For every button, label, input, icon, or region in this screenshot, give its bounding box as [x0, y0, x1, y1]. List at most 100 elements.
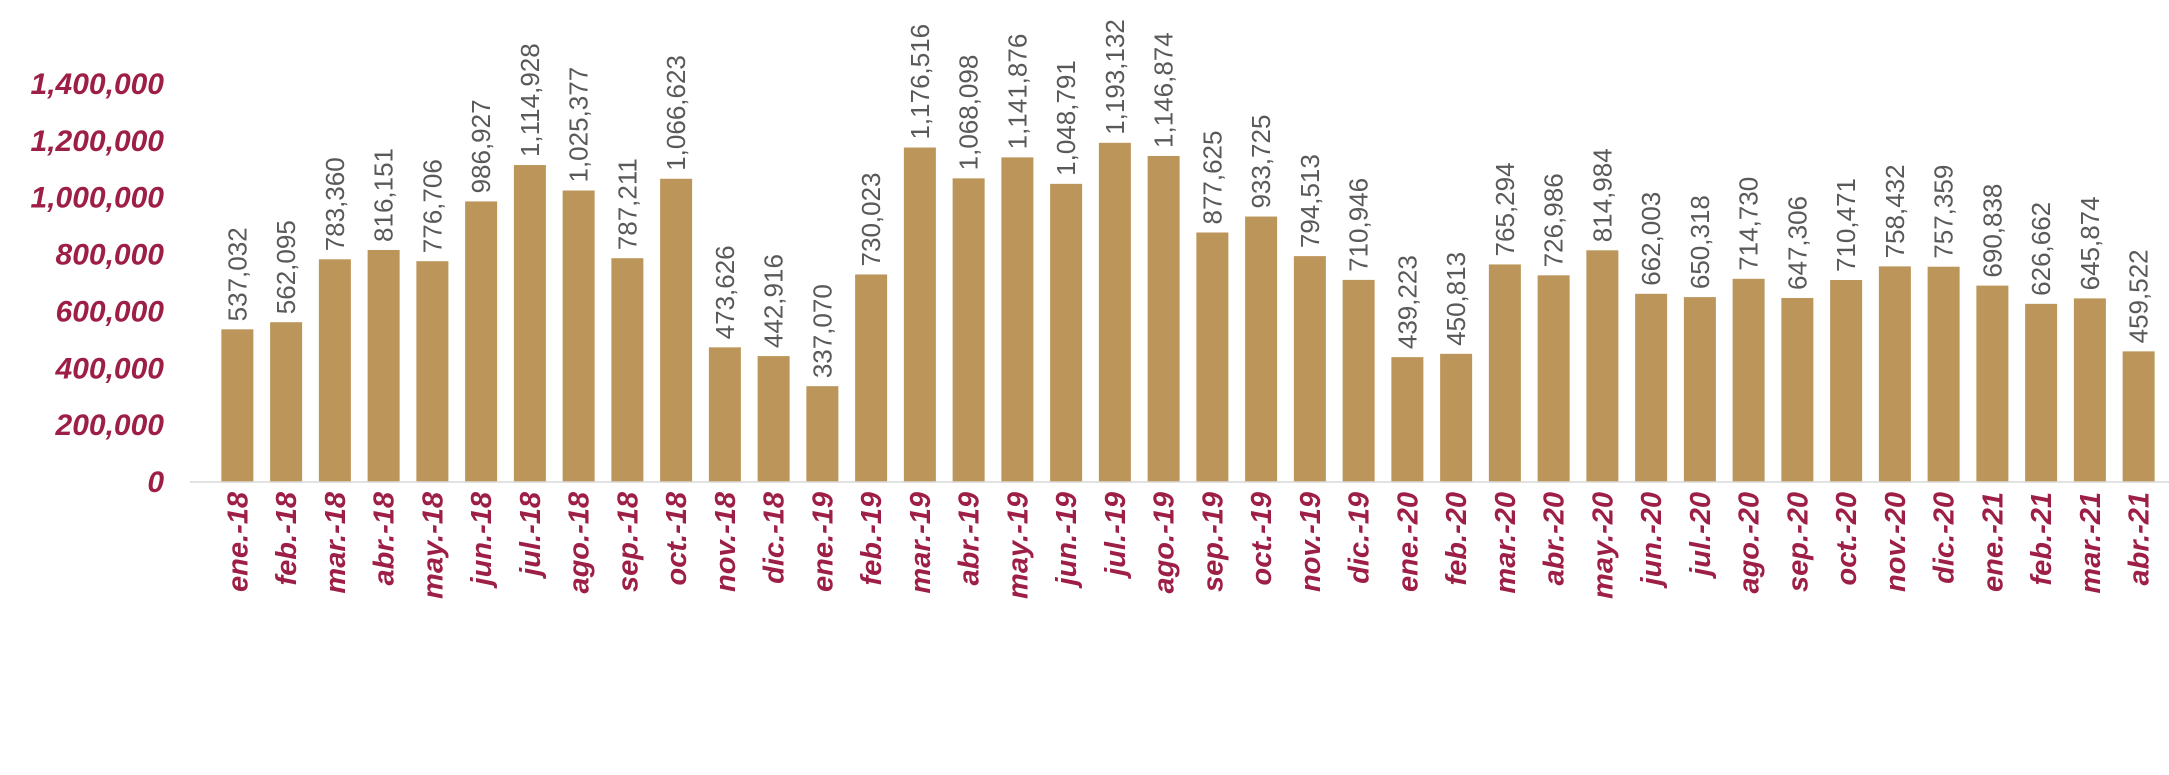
- y-tick-label: 1,400,000: [31, 68, 165, 101]
- bar: [1781, 297, 1814, 482]
- x-tick-label: sep.-18: [612, 491, 644, 592]
- x-tick-label: may.-19: [1002, 492, 1034, 599]
- data-label: 337,070: [807, 284, 837, 378]
- y-tick-label: 600,000: [56, 295, 165, 328]
- bar: [465, 201, 498, 482]
- y-tick-label: 800,000: [56, 239, 165, 272]
- x-tick-label: dic.-18: [759, 491, 791, 584]
- x-tick-label: ago.-20: [1734, 492, 1766, 594]
- bar: [2025, 303, 2058, 482]
- x-tick-label: oct.-20: [1831, 492, 1863, 585]
- x-tick-label: nov.-19: [1295, 492, 1327, 592]
- y-tick-label: 1,200,000: [31, 125, 165, 158]
- x-tick-label: jun.-20: [1636, 492, 1668, 589]
- x-tick-label: abr.-18: [369, 491, 401, 585]
- bar: [1245, 216, 1278, 482]
- bar: [1878, 266, 1911, 482]
- x-tick-label: jun.-19: [1051, 492, 1083, 589]
- bar: [952, 178, 985, 483]
- x-tick-label: feb.-20: [1441, 492, 1473, 585]
- bar: [318, 259, 351, 482]
- bar: [708, 347, 741, 482]
- x-tick-label: mar.-20: [1490, 492, 1522, 594]
- x-tick-label: jul.-20: [1685, 492, 1717, 580]
- data-label: 730,023: [856, 172, 886, 266]
- bar: [1098, 142, 1131, 482]
- data-label: 662,003: [1636, 192, 1666, 286]
- bar: [270, 322, 303, 482]
- x-tick-label: may.-20: [1587, 492, 1619, 599]
- y-tick-label: 1,000,000: [31, 182, 165, 215]
- bar: [367, 249, 400, 482]
- x-tick-label: sep.-19: [1197, 492, 1229, 592]
- bar: [1830, 280, 1863, 482]
- data-label: 814,984: [1587, 148, 1617, 242]
- bar: [1196, 232, 1229, 482]
- bar: [1488, 264, 1521, 482]
- x-tick-label: ene.-21: [1977, 492, 2009, 592]
- x-tick-label: jun.-18: [466, 491, 498, 589]
- x-axis: ene.-18 feb.-18 mar.-18 abr.-18 may.-18 jun.-…: [222, 491, 2156, 599]
- data-label: 647,306: [1782, 196, 1812, 290]
- data-label: 1,068,098: [954, 55, 984, 171]
- data-label: 626,662: [2026, 202, 2056, 296]
- bar: [855, 274, 888, 482]
- data-label: 765,294: [1490, 162, 1520, 256]
- data-label: 1,176,516: [905, 24, 935, 140]
- x-tick-label: ago.-18: [564, 491, 596, 593]
- data-label: 1,066,623: [661, 55, 691, 171]
- data-label: 562,095: [271, 220, 301, 314]
- bar: [611, 258, 644, 482]
- bar: [1001, 157, 1034, 482]
- bar: [806, 386, 839, 482]
- data-label: 986,927: [466, 99, 496, 193]
- data-label: 726,986: [1539, 173, 1569, 267]
- bar: [513, 165, 546, 482]
- y-axis: 0 200,000 400,000 600,000 800,000 1,000,000 1,…: [31, 68, 165, 499]
- bar: [2122, 351, 2155, 482]
- bar: [757, 356, 790, 482]
- y-tick-label: 0: [147, 466, 164, 499]
- data-label: 459,522: [2124, 249, 2154, 343]
- data-labels: 537,032 562,095 783,360 816,151 776,706 986,9…: [222, 19, 2154, 378]
- data-label: 787,211: [612, 158, 642, 250]
- data-label: 794,513: [1295, 154, 1325, 248]
- data-label: 758,432: [1880, 164, 1910, 258]
- data-label: 1,114,928: [515, 43, 545, 157]
- x-tick-label: sep.-20: [1782, 492, 1814, 592]
- bar: [1293, 256, 1326, 482]
- x-tick-label: ago.-19: [1149, 492, 1181, 594]
- data-label: 473,626: [710, 245, 740, 339]
- x-tick-label: abr.-20: [1539, 492, 1571, 586]
- data-label: 1,048,791: [1051, 60, 1081, 176]
- data-label: 714,730: [1734, 177, 1764, 271]
- bar: [1342, 279, 1375, 482]
- y-tick-label: 200,000: [55, 409, 165, 442]
- bar: [903, 147, 936, 482]
- bar: [1976, 285, 2009, 482]
- data-label: 710,946: [1344, 178, 1374, 272]
- x-tick-label: may.-18: [417, 491, 449, 599]
- bar: [1927, 266, 1960, 482]
- x-tick-label: abr.-19: [954, 492, 986, 586]
- x-tick-label: abr.-21: [2124, 492, 2156, 586]
- x-tick-label: mar.-19: [905, 492, 937, 594]
- x-tick-label: jul.-18: [515, 491, 547, 580]
- data-label: 1,146,874: [1149, 32, 1179, 148]
- x-tick-label: oct.-18: [661, 491, 693, 585]
- data-label: 816,151: [369, 148, 399, 242]
- x-tick-label: ene.-19: [807, 492, 839, 592]
- bar: [1391, 357, 1424, 482]
- bar: [1683, 297, 1716, 482]
- x-tick-label: feb.-18: [271, 491, 303, 585]
- data-label: 442,916: [759, 254, 789, 348]
- bar: [1440, 353, 1473, 482]
- x-tick-label: oct.-19: [1246, 492, 1278, 585]
- bars: [221, 142, 2155, 483]
- bar: [1050, 183, 1083, 483]
- x-tick-label: feb.-21: [2026, 492, 2058, 585]
- bar: [1635, 293, 1668, 482]
- x-tick-label: dic.-19: [1344, 492, 1376, 584]
- bar: [221, 329, 254, 482]
